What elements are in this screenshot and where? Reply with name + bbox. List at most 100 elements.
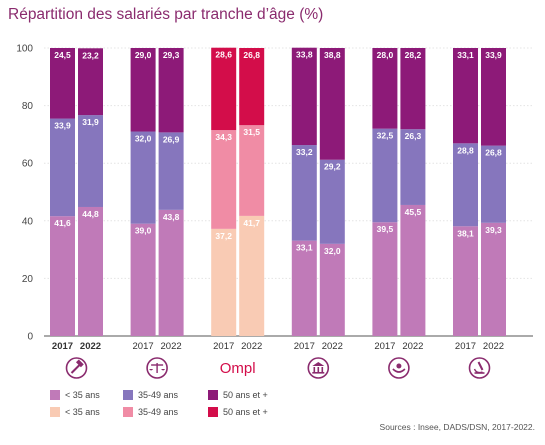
data-label-0-2017-50-plus: 24,5 — [54, 50, 71, 60]
x-tick-label-0-2017: 2017 — [52, 341, 73, 352]
bar-segment-2-2022-35-49 — [239, 125, 265, 216]
data-label-0-2022-35-49: 31,9 — [82, 117, 99, 127]
data-label-5-2022-under-35: 39,3 — [485, 225, 502, 235]
data-label-0-2022-50-plus: 23,2 — [82, 50, 99, 60]
data-label-3-2017-50-plus: 33,8 — [296, 50, 313, 60]
bar-segment-5-2017-under-35 — [453, 226, 478, 336]
bar-segment-1-2017-35-49 — [130, 131, 156, 224]
data-label-4-2022-50-plus: 28,2 — [405, 50, 422, 60]
x-tick-label-5-2022: 2022 — [483, 341, 504, 352]
bar-segment-4-2017-35-49 — [372, 128, 398, 223]
bar-segment-2-2017-50-plus — [211, 47, 237, 131]
x-tick-label-2-2017: 2017 — [213, 341, 234, 352]
bar-segment-1-2022-under-35 — [158, 209, 184, 336]
bar-segment-3-2022-35-49 — [319, 159, 345, 244]
hands-heart — [396, 363, 402, 369]
data-label-1-2022-under-35: 43,8 — [163, 212, 180, 222]
bar-segment-5-2022-under-35 — [481, 222, 506, 336]
bank-base — [312, 372, 325, 374]
scales-pan-right — [161, 369, 166, 371]
y-tick-label-40: 40 — [22, 216, 34, 227]
data-label-2-2022-under-35: 41,7 — [243, 218, 260, 228]
y-tick-label-60: 60 — [22, 159, 34, 170]
legend-swatch-ompl-old — [208, 407, 218, 417]
y-tick-label-80: 80 — [22, 101, 34, 112]
data-label-4-2022-35-49: 26,3 — [405, 131, 422, 141]
legend-ompl-mid: 35-49 ans — [123, 407, 178, 417]
data-label-2-2022-50-plus: 26,8 — [243, 50, 260, 60]
x-tick-label-1-2022: 2022 — [161, 341, 182, 352]
bank-column-1 — [317, 367, 320, 372]
bar-segment-4-2022-50-plus — [400, 48, 426, 130]
x-tick-label-4-2017: 2017 — [374, 341, 395, 352]
data-label-3-2017-under-35: 33,1 — [296, 243, 313, 253]
data-label-1-2017-under-35: 39,0 — [135, 226, 152, 236]
x-tick-label-2-2022: 2022 — [241, 341, 262, 352]
data-label-5-2017-35-49: 28,8 — [457, 145, 474, 155]
legend-label-ompl-old: 50 ans et + — [223, 407, 268, 417]
bar-segment-0-2022-35-49 — [78, 115, 103, 207]
x-tick-label-0-2022: 2022 — [80, 341, 101, 352]
y-tick-label-100: 100 — [16, 44, 33, 55]
data-label-1-2017-50-plus: 29,0 — [135, 50, 152, 60]
bar-segment-5-2022-50-plus — [481, 48, 506, 146]
hands-cup — [392, 368, 406, 373]
bar-segment-5-2017-50-plus — [453, 48, 478, 144]
gavel-handle — [70, 364, 81, 374]
bank-column-2 — [321, 367, 324, 372]
bar-segment-0-2022-50-plus — [78, 48, 103, 116]
x-tick-label-1-2017: 2017 — [133, 341, 154, 352]
data-label-5-2022-50-plus: 33,9 — [485, 50, 502, 60]
legend-swatch-ompl-mid — [123, 407, 133, 417]
ompl-logo: Ompl — [220, 360, 256, 377]
data-label-1-2022-50-plus: 29,3 — [163, 50, 180, 60]
data-label-0-2017-35-49: 33,9 — [54, 121, 71, 131]
bar-segment-1-2017-under-35 — [130, 223, 156, 336]
data-label-0-2017-under-35: 41,6 — [54, 218, 71, 228]
y-tick-label-20: 20 — [22, 274, 34, 285]
data-label-4-2017-50-plus: 28,0 — [377, 50, 394, 60]
data-label-1-2022-35-49: 26,9 — [163, 134, 180, 144]
legend-ompl-old: 50 ans et + — [208, 407, 268, 417]
bar-segment-1-2017-50-plus — [130, 48, 156, 132]
bar-segment-3-2017-50-plus — [291, 47, 317, 146]
bank-icon — [307, 357, 330, 379]
legend-ompl-young: < 35 ans — [50, 407, 100, 417]
data-label-5-2017-under-35: 38,1 — [457, 228, 474, 238]
y-tick-label-0: 0 — [27, 332, 33, 343]
hands-icon — [388, 357, 410, 379]
legend-swatch-ompl-young — [50, 407, 60, 417]
bar-segment-4-2017-under-35 — [372, 222, 398, 336]
bar-segment-2-2017-under-35 — [211, 228, 237, 336]
data-label-1-2017-35-49: 32,0 — [135, 134, 152, 144]
bar-segment-3-2017-35-49 — [291, 145, 317, 241]
x-tick-label-5-2017: 2017 — [455, 341, 476, 352]
data-label-2-2017-35-49: 34,3 — [215, 132, 232, 142]
data-label-4-2017-35-49: 32,5 — [377, 131, 394, 141]
bar-segment-0-2017-35-49 — [50, 118, 75, 217]
bank-column-0 — [313, 367, 316, 372]
microscope-tube — [477, 361, 484, 371]
x-tick-label-4-2022: 2022 — [402, 341, 423, 352]
data-label-3-2022-under-35: 32,0 — [324, 246, 341, 256]
bar-segment-3-2022-50-plus — [319, 48, 345, 160]
x-tick-label-3-2022: 2022 — [322, 341, 343, 352]
data-label-3-2022-50-plus: 38,8 — [324, 50, 341, 60]
bar-segment-2-2017-35-49 — [211, 130, 237, 229]
data-label-3-2017-35-49: 33,2 — [296, 147, 313, 157]
data-label-4-2017-under-35: 39,5 — [377, 224, 394, 234]
data-label-5-2022-35-49: 26,8 — [485, 148, 502, 158]
bar-segment-0-2017-under-35 — [50, 216, 75, 336]
bar-segment-3-2017-under-35 — [291, 240, 317, 336]
bar-segment-2-2022-50-plus — [239, 48, 265, 126]
bar-segment-3-2022-under-35 — [319, 243, 345, 336]
legend-label-ompl-young: < 35 ans — [65, 407, 100, 417]
stacked-bar-chart: 0 20 40 60 80 100 41,6 33,9 24,5 2017 44,8 31,9 23,2… — [16, 44, 533, 379]
legend-label-ompl-mid: 35-49 ans — [138, 407, 179, 417]
bar-segment-0-2022-under-35 — [78, 206, 103, 336]
bar-segment-4-2017-50-plus — [372, 48, 398, 129]
bar-segment-5-2017-35-49 — [453, 143, 478, 227]
data-label-0-2022-under-35: 44,8 — [82, 209, 99, 219]
bank-roof — [312, 362, 325, 366]
data-label-2-2017-50-plus: 28,6 — [215, 50, 232, 60]
